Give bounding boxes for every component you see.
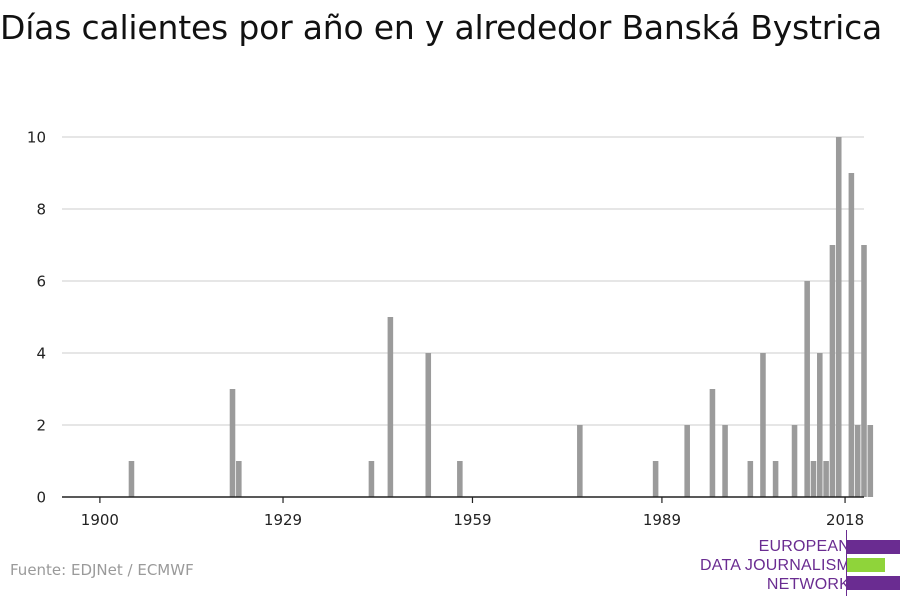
bar bbox=[128, 461, 135, 497]
bar bbox=[791, 425, 798, 497]
bar bbox=[709, 389, 716, 497]
bar bbox=[829, 245, 836, 497]
bar bbox=[810, 461, 817, 497]
logo-bar-green bbox=[847, 558, 885, 572]
edjnet-logo[interactable]: EUROPEAN DATA JOURNALISM NETWORK bbox=[700, 530, 900, 596]
bar bbox=[236, 461, 242, 497]
source-note: Fuente: EDJNet / ECMWF bbox=[10, 561, 194, 579]
logo-line-data-journalism: DATA JOURNALISM bbox=[700, 557, 850, 574]
bar bbox=[861, 245, 867, 497]
bar bbox=[760, 353, 766, 497]
logo-bar-purple-top bbox=[847, 540, 900, 554]
y-tick-label: 2 bbox=[36, 417, 46, 435]
bar bbox=[368, 461, 375, 497]
y-tick-label: 10 bbox=[27, 129, 46, 147]
bar bbox=[835, 137, 842, 497]
y-tick-label: 0 bbox=[36, 489, 46, 507]
bar bbox=[804, 281, 810, 497]
x-tick-label: 1989 bbox=[643, 511, 681, 529]
bar bbox=[722, 425, 728, 497]
logo-line-european: EUROPEAN bbox=[758, 538, 850, 555]
bar bbox=[848, 173, 855, 497]
bar bbox=[652, 461, 659, 497]
y-tick-label: 8 bbox=[36, 201, 46, 219]
chart-title: Días calientes por año en y alrededor Ba… bbox=[0, 8, 883, 47]
bar bbox=[577, 425, 583, 497]
y-tick-label: 6 bbox=[36, 273, 46, 291]
x-tick-label: 1900 bbox=[81, 511, 119, 529]
bar bbox=[867, 425, 874, 497]
x-tick-label: 1959 bbox=[453, 511, 491, 529]
bar bbox=[817, 353, 823, 497]
bar bbox=[854, 425, 861, 497]
gridlines bbox=[62, 136, 864, 426]
bar bbox=[425, 353, 432, 497]
bar bbox=[823, 461, 829, 497]
bar bbox=[457, 461, 463, 497]
x-tick-label: 2018 bbox=[826, 511, 864, 529]
bars bbox=[128, 137, 874, 497]
y-tick-label: 4 bbox=[36, 345, 46, 363]
logo-line-network: NETWORK bbox=[766, 576, 850, 593]
bar bbox=[772, 461, 779, 497]
x-tick-label: 1929 bbox=[264, 511, 302, 529]
bar bbox=[229, 389, 236, 497]
logo-bar-purple-bottom bbox=[847, 576, 900, 590]
logo-divider bbox=[846, 530, 847, 596]
bar bbox=[747, 461, 754, 497]
axes: 0 2 4 6 8 10 1900 1929 1959 1989 2018 bbox=[27, 129, 864, 530]
bar bbox=[684, 425, 690, 497]
bar bbox=[387, 317, 394, 497]
